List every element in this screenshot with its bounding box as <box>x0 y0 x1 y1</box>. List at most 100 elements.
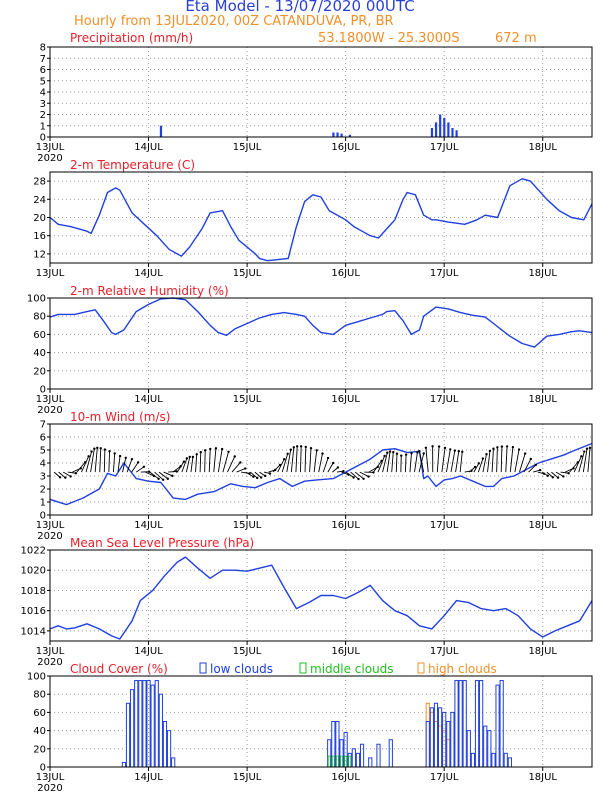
wind-arrow-head <box>259 476 263 479</box>
precip-bar <box>447 122 450 137</box>
wind-arrow-head <box>418 449 421 453</box>
plot-frame <box>49 549 593 642</box>
wind-arrow-head <box>124 456 127 460</box>
wind-arrow <box>53 471 61 478</box>
wind-arrow <box>382 452 388 473</box>
low-cloud-bar <box>166 730 172 768</box>
low-cloud-bar <box>388 739 393 768</box>
wind-arrow <box>373 460 382 473</box>
wind-arrow <box>204 450 206 473</box>
y-tick-label: 1020 <box>21 566 46 577</box>
low-cloud-bar <box>359 743 365 768</box>
y-tick-label: 1014 <box>21 626 46 637</box>
y-tick-label: 7 <box>40 420 46 431</box>
year-label: 2020 <box>37 405 62 416</box>
wind-arrow-head <box>188 455 191 459</box>
wind-arrow <box>455 451 460 473</box>
wind-arrow <box>199 452 202 473</box>
middle-cloud-bar <box>336 755 339 768</box>
wind-arrow <box>185 456 191 473</box>
wind-arrow-head <box>209 447 212 451</box>
x-tick-label: 16JUL <box>331 142 360 153</box>
wind-arrow-head <box>538 468 542 472</box>
wind-arrow <box>222 451 229 473</box>
precip-bar <box>443 117 446 137</box>
low-cloud-bar <box>437 707 443 768</box>
wind-arrow-head <box>362 477 365 480</box>
precip-bar <box>332 132 335 137</box>
wind-arrow <box>254 471 262 478</box>
panel-title: 2-m Temperature (C) <box>70 158 195 172</box>
wind-arrow <box>213 448 217 473</box>
low-cloud-bar <box>150 684 155 768</box>
wind-arrow <box>569 461 579 473</box>
wind-arrow-head <box>195 453 198 456</box>
x-tick-label: 15JUL <box>233 268 262 279</box>
x-tick-label: 14JUL <box>134 268 163 279</box>
x-tick-label: 14JUL <box>134 520 163 531</box>
plot-frame <box>49 46 593 138</box>
y-tick-label: 6 <box>40 65 46 76</box>
x-tick-label: 14JUL <box>134 142 163 153</box>
year-label: 2020 <box>37 657 62 668</box>
wind-arrow <box>546 471 554 478</box>
wind-arrow-head <box>580 455 583 458</box>
wind-arrow <box>327 462 334 473</box>
wind-arrow-head <box>342 469 345 473</box>
wind-arrow <box>441 447 446 473</box>
wind-arrow <box>99 448 102 473</box>
x-tick-label: 18JUL <box>528 520 557 531</box>
y-tick-label: 6 <box>40 433 46 444</box>
wind-arrow <box>103 449 106 473</box>
wind-arrow <box>473 463 480 473</box>
wind-arrow-head <box>392 450 395 454</box>
wind-arrow-head <box>220 447 224 451</box>
precip-bar <box>455 130 458 137</box>
x-tick-label: 17JUL <box>430 268 459 279</box>
wind-arrow-head <box>383 454 386 458</box>
legend-label: high clouds <box>428 662 497 676</box>
wind-arrow <box>231 462 241 473</box>
wind-arrow <box>94 447 98 473</box>
wind-arrow <box>582 448 588 473</box>
wind-arrow-head <box>99 447 102 450</box>
low-cloud-bar <box>495 684 500 768</box>
low-cloud-bar <box>450 711 455 768</box>
wind-arrow <box>341 471 349 476</box>
wind-arrow-head <box>485 453 488 456</box>
wind-arrow-head <box>416 451 419 454</box>
wind-arrow-head <box>227 450 230 453</box>
wind-arrow <box>395 453 398 473</box>
low-cloud-bar <box>376 743 381 768</box>
y-tick-label: 1 <box>40 121 46 132</box>
panel-sea-level-pressure: Mean Sea Level Pressure (hPa) 1014 1016 101… <box>21 536 593 668</box>
low-cloud-bar <box>158 693 163 768</box>
x-tick-label: 13JUL <box>36 772 65 783</box>
wind-arrow <box>90 448 95 473</box>
x-tick-label: 15JUL <box>233 520 262 531</box>
mslp-series-line <box>49 556 593 640</box>
low-cloud-bar <box>134 680 139 768</box>
wind-arrow-head <box>562 475 565 478</box>
wind-arrow <box>533 469 541 473</box>
middle-cloud-bar <box>340 755 343 768</box>
wind-arrow-head <box>457 450 460 453</box>
wind-arrow-head <box>304 445 307 449</box>
y-tick-label: 60 <box>33 330 46 341</box>
wind-arrow-head <box>523 452 527 455</box>
x-tick-label: 16JUL <box>331 520 360 531</box>
wind-arrow-head <box>204 449 207 452</box>
wind-arrow <box>345 471 354 478</box>
y-tick-label: 80 <box>33 690 46 701</box>
x-tick-label: 14JUL <box>134 394 163 405</box>
low-cloud-bar <box>503 752 508 768</box>
wind-arrow-head <box>299 445 303 448</box>
wind-arrow <box>126 459 133 473</box>
wind-arrow <box>135 466 145 473</box>
wind-arrow-head <box>481 457 485 460</box>
wind-arrow <box>277 458 285 473</box>
low-cloud-bar <box>368 757 373 768</box>
wind-arrow-head <box>473 465 477 469</box>
wind-arrow <box>158 471 169 480</box>
